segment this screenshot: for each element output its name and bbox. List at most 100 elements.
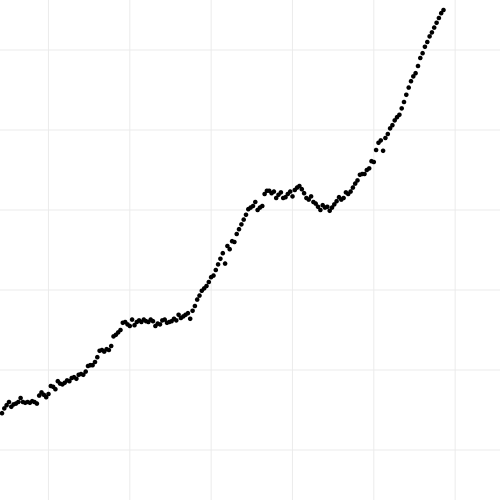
data-point <box>420 50 425 56</box>
data-point <box>318 207 323 213</box>
data-point <box>162 317 167 322</box>
data-point <box>366 166 372 171</box>
data-point <box>425 39 430 45</box>
data-point <box>308 194 314 199</box>
data-point <box>34 401 40 406</box>
data-point <box>74 376 79 382</box>
data-point <box>222 261 228 266</box>
data-point <box>427 34 432 39</box>
data-point <box>4 402 9 408</box>
data-point <box>204 283 209 289</box>
data-point <box>129 317 135 322</box>
data-point <box>397 112 402 118</box>
data-point <box>313 201 319 206</box>
data-point <box>43 394 49 400</box>
data-point <box>434 20 439 26</box>
data-point <box>299 186 305 192</box>
data-point <box>176 312 181 318</box>
data-point <box>385 131 391 137</box>
data-point <box>332 202 337 207</box>
data-point <box>15 399 21 405</box>
data-point <box>236 226 242 232</box>
data-point <box>406 85 412 90</box>
data-point <box>118 327 123 333</box>
data-point <box>262 191 267 197</box>
data-point <box>408 78 414 84</box>
data-point <box>92 359 98 365</box>
data-point <box>283 194 288 200</box>
data-point <box>194 297 200 302</box>
data-point <box>53 386 58 392</box>
data-point <box>127 323 133 329</box>
data-point <box>348 189 353 194</box>
data-point <box>431 25 437 30</box>
data-point <box>132 322 137 328</box>
data-point <box>355 178 360 183</box>
data-point <box>190 308 195 314</box>
data-point <box>329 205 335 210</box>
data-point <box>350 185 356 190</box>
data-point <box>106 347 112 353</box>
data-point <box>401 99 407 105</box>
data-point <box>260 203 265 209</box>
data-point <box>239 222 244 227</box>
data-point <box>83 369 88 374</box>
data-point <box>174 318 179 323</box>
data-point <box>18 395 23 401</box>
data-point <box>362 171 367 177</box>
data-point <box>392 118 398 123</box>
data-point <box>390 122 395 128</box>
data-point <box>46 391 51 397</box>
data-point <box>418 55 423 61</box>
data-point <box>399 106 405 111</box>
data-point <box>81 372 86 378</box>
data-point <box>287 189 293 194</box>
data-point <box>273 195 279 201</box>
data-point <box>95 354 100 360</box>
data-point <box>352 181 358 186</box>
data-point <box>290 194 295 199</box>
data-point <box>438 10 444 16</box>
data-point <box>327 208 333 214</box>
data-point <box>234 231 239 237</box>
data-point <box>90 362 95 368</box>
data-point <box>387 126 393 131</box>
data-point <box>227 246 232 252</box>
data-point <box>422 44 428 50</box>
data-point <box>157 322 163 327</box>
data-point <box>341 195 346 201</box>
data-point <box>415 63 421 69</box>
data-point <box>67 378 72 384</box>
data-point <box>373 147 379 153</box>
data-point <box>197 293 202 298</box>
data-point <box>297 183 302 189</box>
data-point <box>371 159 377 165</box>
data-point <box>108 343 114 349</box>
data-point <box>411 74 416 79</box>
data-points <box>0 7 446 416</box>
data-point <box>441 7 446 13</box>
data-point <box>185 310 191 316</box>
data-point <box>215 262 221 267</box>
data-point <box>250 203 256 209</box>
data-point <box>192 303 198 309</box>
data-point <box>218 256 223 262</box>
data-point <box>243 212 249 218</box>
data-point <box>253 199 258 205</box>
data-point <box>378 138 384 143</box>
data-point <box>211 273 216 278</box>
data-point <box>380 148 386 154</box>
data-point <box>334 198 339 204</box>
data-point <box>413 70 418 76</box>
data-point <box>383 135 388 141</box>
data-point <box>2 406 7 411</box>
data-point <box>213 267 219 273</box>
data-point <box>271 189 277 194</box>
data-point <box>436 15 442 21</box>
data-point <box>220 250 226 256</box>
data-point <box>404 92 409 98</box>
data-point <box>278 190 284 195</box>
